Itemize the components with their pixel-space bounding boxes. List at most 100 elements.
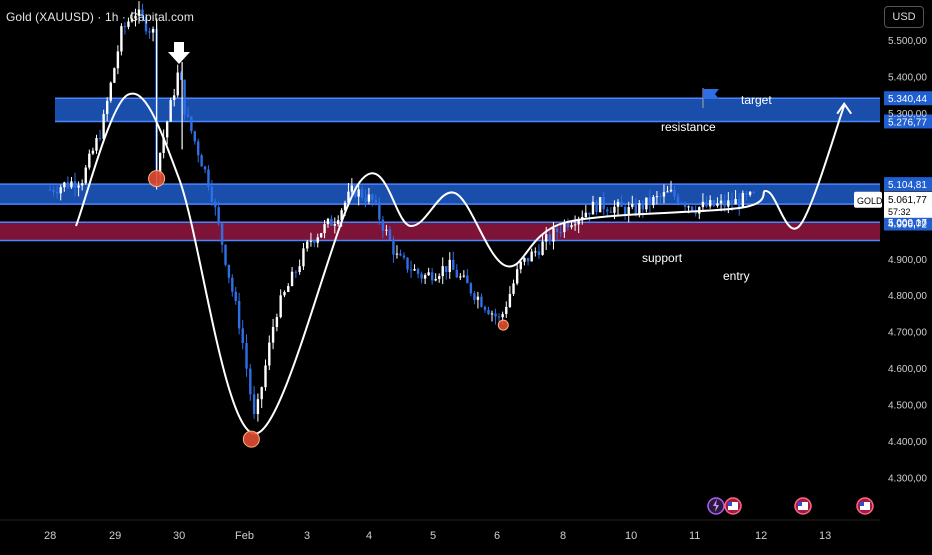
candle-body	[165, 121, 169, 138]
candle-body	[52, 189, 55, 193]
candle-body	[519, 261, 522, 270]
candle-body	[77, 185, 80, 188]
candle-body	[326, 218, 330, 225]
currency-button[interactable]: USD	[884, 6, 924, 28]
x-tick-label: 6	[494, 530, 500, 542]
x-tick-label: 5	[430, 530, 436, 542]
candle-body	[545, 234, 548, 242]
candle-body	[588, 212, 591, 215]
candle-body	[555, 228, 559, 232]
candle-body	[84, 167, 87, 184]
candle-body	[148, 31, 151, 33]
y-tick-label: 4.600,00	[888, 364, 927, 375]
candle-body	[200, 155, 203, 167]
candle-body	[260, 387, 263, 400]
candle-body	[705, 201, 708, 207]
candles	[48, 1, 755, 422]
candle-body	[616, 201, 620, 207]
candle-body	[652, 196, 655, 206]
candle-body	[190, 116, 193, 132]
candle-body	[241, 328, 244, 344]
candle-body	[343, 202, 347, 211]
flag-glyph	[798, 502, 808, 510]
candle-body	[224, 244, 227, 265]
x-tick-label: Feb	[235, 530, 254, 542]
countdown: 57:32	[888, 207, 911, 217]
y-tick-label: 5.400,00	[888, 73, 927, 84]
candle-body	[741, 192, 745, 207]
candle-body	[252, 394, 256, 415]
price-label: 5.276,77	[888, 117, 927, 128]
price-axis[interactable]	[884, 91, 932, 231]
current-price-box	[884, 191, 932, 218]
candle-body	[127, 21, 130, 27]
price-label: 5.340,44	[888, 94, 927, 105]
candle-body	[95, 138, 98, 151]
candle-body	[508, 293, 512, 307]
candle-body	[337, 220, 340, 225]
candle-body	[98, 138, 102, 140]
candle-body	[613, 206, 616, 213]
candle-body	[487, 309, 490, 315]
candle-body	[669, 189, 673, 192]
zone-support	[0, 222, 880, 241]
candle-body	[505, 306, 508, 314]
candle-body	[283, 291, 286, 296]
candle-body	[687, 206, 690, 208]
candle-body	[59, 187, 62, 194]
candle-body	[197, 141, 200, 156]
candle-body	[534, 251, 537, 253]
candle-body	[367, 194, 371, 202]
symbol-label: GOLD	[857, 196, 883, 206]
candle-body	[645, 197, 648, 210]
candle-body	[73, 181, 77, 188]
zone-resistance	[0, 98, 880, 122]
price-label-box	[884, 216, 932, 231]
candle-body	[279, 295, 282, 318]
candle-body	[130, 18, 134, 22]
chart-title: Gold (XAUUSD) · 1h · Capital.com	[6, 10, 194, 24]
y-tick-label: 4.500,00	[888, 401, 927, 412]
flag-glyph	[860, 502, 870, 510]
candle-body	[298, 266, 301, 273]
candle-body	[313, 240, 316, 243]
candle-body	[330, 218, 333, 226]
candle-body	[591, 201, 595, 215]
candle-body	[360, 189, 364, 198]
candle-body	[683, 203, 687, 207]
candle-body	[186, 114, 190, 117]
candle-body	[116, 51, 120, 69]
candle-body	[294, 271, 298, 273]
candle-body	[237, 300, 241, 329]
candle-body	[752, 191, 755, 193]
candle-body	[381, 219, 385, 231]
candle-body	[340, 210, 343, 221]
candle-body	[494, 313, 497, 317]
candle-body	[423, 275, 427, 279]
lightning-glyph	[713, 499, 719, 512]
candle-body	[595, 201, 598, 213]
candle-body	[245, 343, 248, 369]
candle-body	[480, 296, 483, 307]
candle-body	[483, 306, 487, 310]
candle-body	[134, 15, 137, 19]
candle-body	[501, 313, 504, 318]
candle-body	[106, 100, 109, 115]
pivot-marker	[148, 170, 166, 188]
candle-body	[441, 266, 444, 277]
candle-body	[333, 224, 336, 226]
candle-body	[676, 196, 680, 204]
candle-body	[662, 192, 666, 197]
candle-body	[452, 259, 455, 270]
candle-body	[371, 194, 374, 200]
candle-body	[631, 203, 634, 208]
candle-body	[249, 368, 252, 395]
candle-body	[602, 197, 605, 210]
candle-body	[271, 326, 275, 343]
candle-body	[748, 191, 752, 195]
candle-body	[523, 257, 526, 262]
candle-body	[256, 399, 260, 415]
pivot-marker	[242, 430, 260, 448]
x-tick-label: 3	[304, 530, 310, 542]
